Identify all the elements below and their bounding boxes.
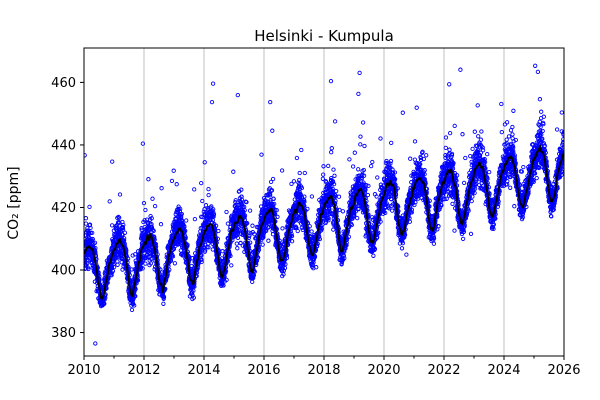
x-tick-label: 2020: [367, 363, 400, 378]
chart-title: Helsinki - Kumpula: [254, 27, 394, 45]
y-axis-ticks: [80, 81, 84, 334]
x-tick-label: 2010: [67, 363, 100, 378]
y-tick-label: 420: [51, 201, 76, 216]
y-axis-label: CO₂ [ppm]: [6, 166, 22, 240]
x-tick-label: 2026: [547, 363, 580, 378]
x-tick-labels: 2010 2012 2014 2016 2018 2020 2022 2024 2026: [67, 363, 580, 378]
x-axis-ticks: [83, 356, 565, 360]
y-tick-label: 460: [51, 76, 76, 91]
trend-line: [84, 144, 564, 300]
x-tick-label: 2018: [307, 363, 340, 378]
y-tick-label: 380: [51, 326, 76, 341]
x-tick-label: 2014: [187, 363, 220, 378]
x-tick-label: 2012: [127, 363, 160, 378]
x-tick-label: 2024: [487, 363, 520, 378]
x-tick-label: 2022: [427, 363, 460, 378]
y-tick-label: 400: [51, 264, 76, 279]
y-tick-label: 440: [51, 138, 76, 153]
y-tick-labels: 380 400 420 440 460: [51, 76, 76, 341]
x-tick-label: 2016: [247, 363, 280, 378]
